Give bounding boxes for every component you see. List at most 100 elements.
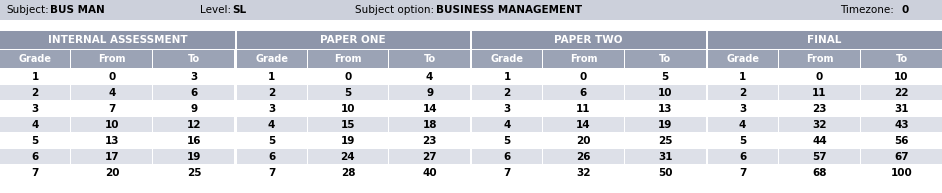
Text: 1: 1: [31, 71, 39, 81]
Bar: [707, 132, 942, 133]
Text: 10: 10: [658, 87, 673, 97]
Bar: [71, 149, 72, 164]
Bar: [624, 50, 625, 68]
Bar: [625, 149, 706, 164]
Text: 32: 32: [812, 119, 827, 130]
Bar: [472, 50, 542, 68]
Bar: [542, 69, 543, 84]
Bar: [472, 68, 706, 69]
Bar: [153, 85, 154, 100]
Bar: [707, 148, 942, 149]
Bar: [236, 148, 470, 149]
Text: Grade: Grade: [726, 54, 759, 64]
Bar: [472, 116, 706, 117]
Bar: [861, 69, 942, 84]
Text: 2: 2: [739, 87, 746, 97]
Text: 5: 5: [739, 135, 746, 146]
Text: 11: 11: [577, 103, 591, 113]
Bar: [543, 50, 624, 68]
Text: 57: 57: [812, 152, 827, 162]
Bar: [779, 85, 860, 100]
Bar: [389, 85, 470, 100]
Text: 14: 14: [577, 119, 591, 130]
Text: 6: 6: [579, 87, 587, 97]
Text: 4: 4: [31, 119, 39, 130]
Bar: [779, 69, 860, 84]
Text: 13: 13: [658, 103, 673, 113]
Text: 31: 31: [658, 152, 673, 162]
Bar: [388, 85, 389, 100]
Bar: [472, 85, 542, 100]
Bar: [542, 165, 543, 180]
Bar: [625, 50, 706, 68]
Text: To: To: [424, 54, 436, 64]
Text: 0: 0: [902, 5, 909, 15]
Bar: [153, 50, 154, 68]
Text: 7: 7: [108, 103, 116, 113]
Text: 11: 11: [812, 87, 827, 97]
Text: 3: 3: [190, 71, 198, 81]
Text: 1: 1: [268, 71, 275, 81]
Bar: [778, 133, 779, 148]
Text: 7: 7: [268, 168, 275, 178]
Bar: [154, 50, 235, 68]
Text: INTERNAL ASSESSMENT: INTERNAL ASSESSMENT: [48, 35, 187, 45]
Text: 1: 1: [739, 71, 746, 81]
Bar: [472, 165, 542, 180]
Text: 5: 5: [268, 135, 275, 146]
Text: 25: 25: [658, 135, 673, 146]
Text: 17: 17: [105, 152, 120, 162]
Bar: [154, 85, 235, 100]
Text: 32: 32: [577, 168, 591, 178]
Bar: [388, 117, 389, 132]
Text: 31: 31: [894, 103, 909, 113]
Bar: [236, 164, 470, 165]
Bar: [472, 148, 706, 149]
Bar: [707, 85, 778, 100]
Bar: [307, 85, 388, 100]
Text: 100: 100: [890, 168, 913, 178]
Text: 27: 27: [422, 152, 437, 162]
Bar: [0, 149, 71, 164]
Bar: [707, 149, 778, 164]
Bar: [707, 101, 778, 116]
Bar: [236, 85, 306, 100]
Text: 5: 5: [661, 71, 669, 81]
Bar: [472, 133, 542, 148]
Text: 9: 9: [190, 103, 198, 113]
Text: 19: 19: [658, 119, 673, 130]
Bar: [707, 165, 778, 180]
Text: 3: 3: [503, 103, 511, 113]
Bar: [236, 50, 306, 68]
Bar: [306, 165, 307, 180]
Bar: [470, 30, 472, 180]
Bar: [236, 116, 470, 117]
Text: Grade: Grade: [19, 54, 52, 64]
Bar: [154, 149, 235, 164]
Bar: [71, 133, 72, 148]
Text: 5: 5: [503, 135, 511, 146]
Bar: [625, 85, 706, 100]
Bar: [388, 69, 389, 84]
Bar: [71, 50, 72, 68]
Bar: [624, 85, 625, 100]
Text: From: From: [570, 54, 597, 64]
Bar: [860, 117, 861, 132]
Text: 7: 7: [31, 168, 39, 178]
Text: 43: 43: [894, 119, 909, 130]
Bar: [71, 101, 72, 116]
Text: PAPER ONE: PAPER ONE: [320, 35, 386, 45]
Bar: [307, 50, 388, 68]
Bar: [389, 69, 470, 84]
Bar: [860, 50, 861, 68]
Text: 0: 0: [816, 71, 823, 81]
Bar: [71, 117, 72, 132]
Bar: [778, 165, 779, 180]
Bar: [472, 132, 706, 133]
Bar: [542, 101, 543, 116]
Bar: [236, 165, 306, 180]
Bar: [0, 30, 235, 50]
Bar: [0, 148, 235, 149]
Bar: [472, 100, 706, 101]
Bar: [306, 50, 307, 68]
